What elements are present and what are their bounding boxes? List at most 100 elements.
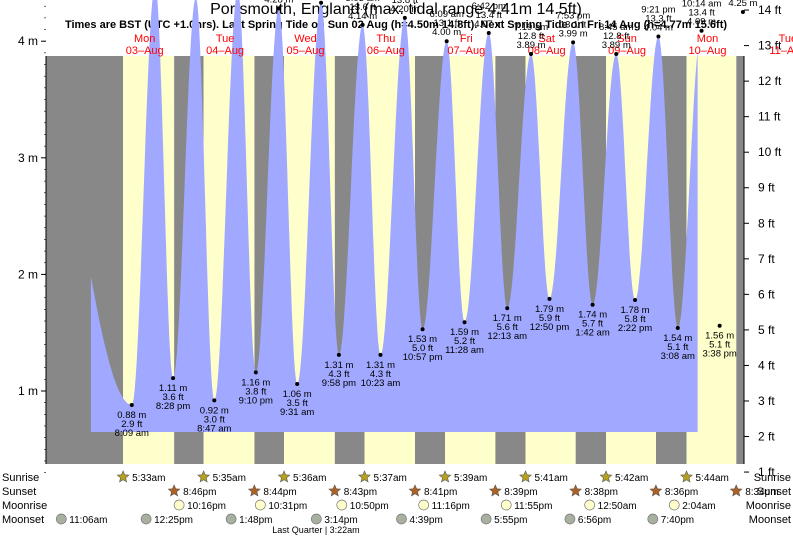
left-tick-label: 4 m [18,34,38,48]
sunset-icon [731,485,742,496]
tide-time: 10:14 am [682,0,722,10]
sunrise-icon [520,471,531,482]
day-name: Tue [779,33,793,45]
sunset-icon [249,485,261,496]
right-tick-label: 3 ft [758,394,775,408]
sunset-time: 8:46pm [183,487,216,498]
sunrise-icon [117,471,128,482]
sunset-icon [490,485,501,496]
left-tick-label: 3 m [18,151,38,165]
moonset-time: 11:06am [69,515,107,526]
tide-time: 7:53 pm [556,10,590,21]
tide-time: 8:28 pm [156,401,190,412]
tide-time: 2:22 pm [618,323,652,334]
tide-time: 12:13 am [487,331,527,342]
tide-point [718,324,722,328]
night-band [736,56,744,464]
tide-time: 6:42 pm [472,1,506,12]
sunrise-time: 5:42am [615,473,648,484]
moonrise-time: 10:16pm [187,501,226,512]
sunset-time: 8:34pm [745,487,778,498]
right-tick-label: 6 ft [758,287,775,301]
moonset-icon [141,514,151,524]
last-quarter-label: Last Quarter | 3:22am [272,525,359,535]
moonset-icon [481,514,491,524]
day-date: 05–Aug [287,45,325,57]
day-date: 04–Aug [206,45,244,57]
moonset-time: 12:25pm [154,515,193,526]
row-label-left-moonrise: Moonrise [2,500,47,512]
tide-time: 3:08 am [661,351,695,362]
moonrise-icon [174,500,184,510]
right-tick-label: 14 ft [758,3,782,17]
day-date: 06–Aug [367,45,405,57]
sunrise-time: 5:39am [454,473,487,484]
tide-point [421,327,425,331]
moonset-icon [56,514,66,524]
day-date: 07–Aug [447,45,485,57]
tide-point [277,7,281,11]
moonrise-time: 11:55pm [514,501,552,512]
tide-time: 9:58 pm [322,378,356,389]
tide-point [547,297,551,301]
sunrise-time: 5:35am [213,473,246,484]
sunrise-icon [359,471,370,482]
tide-point [591,303,595,307]
tide-point [361,23,365,27]
moonrise-icon [337,500,347,510]
tide-time: 7:19 am [514,22,548,33]
row-label-left-sunrise: Sunrise [2,472,39,484]
tide-height-m: 4.28 m [264,0,293,6]
moonrise-time: 10:50pm [350,501,389,512]
right-tick-label: 4 ft [758,358,775,372]
tide-point [614,52,618,56]
tide-time: 5:03 am [345,0,379,4]
sunrise-time: 5:44am [695,473,728,484]
tide-point [571,40,575,44]
sunset-time: 8:38pm [585,487,618,498]
day-name: Tue [216,33,235,45]
sunset-time: 8:39pm [504,487,537,498]
tide-point [378,353,382,357]
tide-time: 9:10 pm [239,395,273,406]
day-date: 03–Aug [126,45,164,57]
moonset-icon [648,514,658,524]
tide-point [487,31,491,35]
row-label-right-moonset: Moonset [749,514,791,526]
tide-point [212,398,216,402]
tide-time: 9:21 pm [641,5,675,16]
sunset-icon [650,485,661,496]
sunset-time: 8:44pm [263,487,296,498]
tide-point [463,320,467,324]
moonset-icon [226,514,236,524]
moonset-time: 7:40pm [661,515,694,526]
moonset-time: 6:56pm [578,515,611,526]
tide-point [295,382,299,386]
tide-time: 10:57 pm [403,352,443,363]
sunset-icon [168,485,179,496]
tide-point [656,35,660,39]
tide-time: 6:09 am [430,9,464,20]
tide-point [633,298,637,302]
moonrise-icon [501,500,511,510]
tide-time: 3:38 pm [702,349,736,360]
sunrise-time: 5:41am [535,473,568,484]
tide-point [741,10,745,14]
day-date: 11–Aug [769,45,793,57]
tide-time: 11:28 am [445,345,484,356]
right-tick-label: 7 ft [758,252,775,266]
left-axis-meters: 1 m2 m3 m4 m5 m [18,0,46,473]
sunrise-time: 5:33am [132,473,165,484]
moonset-time: 1:48pm [239,515,272,526]
moonrise-time: 11:16pm [432,501,470,512]
tide-height-m: 4.25 m [728,0,757,9]
sunrise-time: 5:36am [293,473,326,484]
right-tick-label: 12 ft [758,74,782,88]
moonrise-icon [419,500,429,510]
right-tick-label: 5 ft [758,323,775,337]
tide-point [319,1,323,5]
moonrise-time: 12:50am [598,501,637,512]
